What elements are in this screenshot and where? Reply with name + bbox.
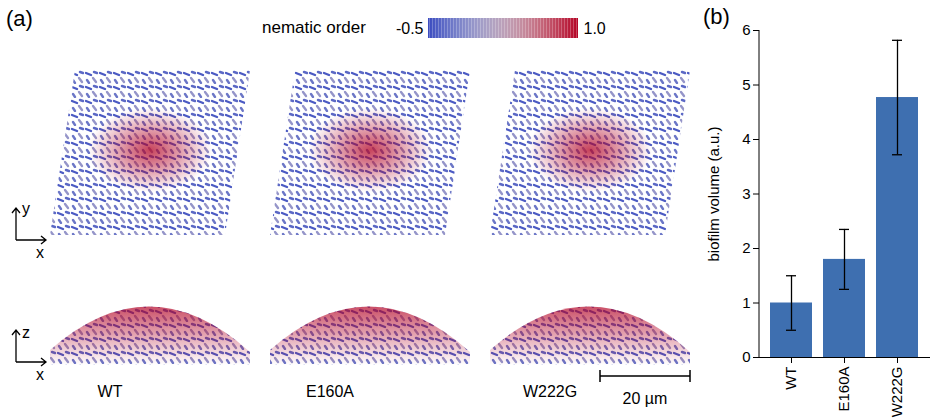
svg-text:20 µm: 20 µm: [623, 390, 668, 407]
svg-text:1: 1: [742, 294, 750, 311]
html-text:nematic order: nematic order: [262, 18, 366, 37]
svg-text:biofilm volume (a.u.): biofilm volume (a.u.): [705, 126, 722, 261]
svg-text:E160A: E160A: [835, 367, 852, 412]
svg-text:E160A: E160A: [306, 383, 354, 400]
svg-text:x: x: [36, 244, 44, 261]
svg-text:z: z: [22, 324, 30, 341]
svg-text:6: 6: [742, 21, 750, 38]
svg-text:4: 4: [742, 130, 750, 147]
svg-text:-0.5: -0.5: [396, 20, 424, 37]
svg-text:W222G: W222G: [888, 367, 905, 418]
svg-text:WT: WT: [782, 367, 799, 390]
svg-text:0: 0: [742, 348, 750, 365]
svg-text:2: 2: [742, 239, 750, 256]
svg-text:5: 5: [742, 76, 750, 93]
svg-text:y: y: [22, 200, 30, 217]
svg-text:WT: WT: [98, 383, 123, 400]
svg-text:(a): (a): [6, 6, 33, 31]
svg-text:x: x: [36, 366, 44, 383]
svg-text:W222G: W222G: [523, 383, 577, 400]
svg-text:3: 3: [742, 185, 750, 202]
svg-text:1.0: 1.0: [584, 20, 606, 37]
html-text:(b): (b): [703, 4, 730, 29]
